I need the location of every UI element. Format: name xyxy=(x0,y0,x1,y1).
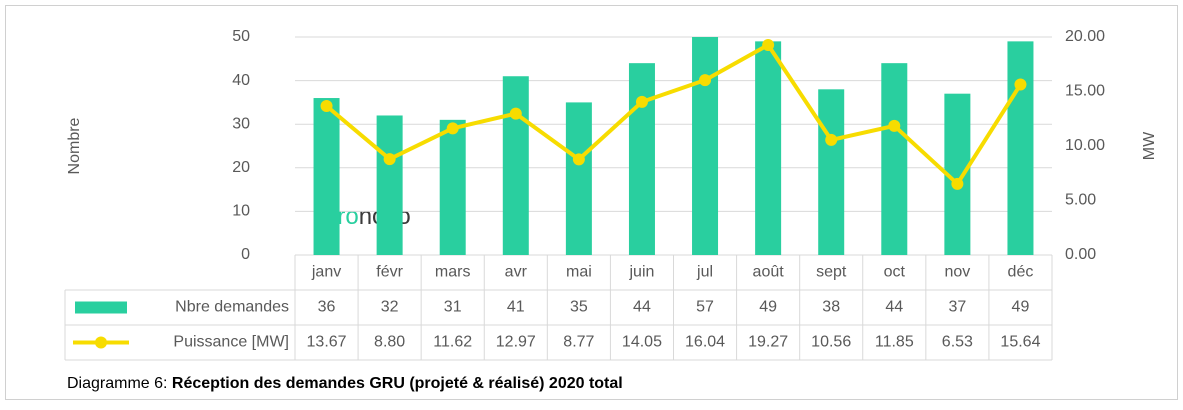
table-value: 38 xyxy=(822,299,840,316)
bar xyxy=(502,76,529,255)
line xyxy=(325,42,1023,186)
line-marker xyxy=(951,177,964,190)
table-value: 13.67 xyxy=(307,334,347,351)
y-tick-label: 50 xyxy=(232,28,250,45)
table-value: 16.04 xyxy=(685,334,725,351)
caption: Diagramme 6: Réception des demandes GRU … xyxy=(67,375,623,392)
legend-label: Puissance [MW] xyxy=(173,334,289,351)
line-marker xyxy=(1014,78,1027,91)
line-marker xyxy=(762,38,775,51)
table-value: 10.56 xyxy=(811,334,851,351)
x-tick-label: mars xyxy=(435,264,471,281)
table-value: 11.62 xyxy=(433,334,472,351)
line-marker xyxy=(635,95,648,108)
y-tick-label: 40 xyxy=(232,72,250,89)
caption-prefix: Diagramme 6: xyxy=(67,375,172,392)
bar xyxy=(313,98,340,255)
line-marker xyxy=(699,74,712,87)
table-value: 49 xyxy=(759,299,777,316)
legend-label: Nbre demandes xyxy=(175,299,289,316)
x-tick-label: nov xyxy=(944,264,970,281)
table-value: 57 xyxy=(696,299,714,316)
x-tick-label: mai xyxy=(566,264,592,281)
bar xyxy=(1007,41,1034,255)
table-value: 36 xyxy=(318,299,336,316)
y2-tick-label: 0.00 xyxy=(1065,246,1096,263)
table-value: 19.27 xyxy=(748,334,788,351)
plot-area xyxy=(313,37,1034,255)
table-value: 32 xyxy=(381,299,399,316)
table-value: 15.64 xyxy=(1000,334,1040,351)
line-marker xyxy=(888,119,901,132)
table-value: 8.80 xyxy=(374,334,405,351)
line-marker xyxy=(446,122,459,135)
table-value: 44 xyxy=(633,299,651,316)
y2-tick-label: 15.00 xyxy=(1065,83,1105,100)
table-value: 35 xyxy=(570,299,588,316)
table-value: 37 xyxy=(948,299,966,316)
table-value: 41 xyxy=(507,299,525,316)
table-value: 14.05 xyxy=(622,334,662,351)
table-value: 12.97 xyxy=(496,334,536,351)
bar xyxy=(376,115,403,255)
y-tick-label: 0 xyxy=(241,246,250,263)
x-tick-label: févr xyxy=(376,264,403,281)
x-tick-label: janv xyxy=(311,264,341,281)
line-marker xyxy=(572,153,585,166)
line-marker xyxy=(825,133,838,146)
x-tick-label: avr xyxy=(505,264,528,281)
x-tick-label: oct xyxy=(884,264,906,281)
bar xyxy=(628,63,655,255)
y-tick-label: 30 xyxy=(232,115,250,132)
y2-tick-label: 20.00 xyxy=(1065,28,1105,45)
x-tick-label: déc xyxy=(1008,264,1034,281)
legend-marker xyxy=(95,336,107,349)
x-tick-label: août xyxy=(753,264,785,281)
table-value: 8.77 xyxy=(563,334,594,351)
bar xyxy=(818,89,845,255)
x-tick-label: jul xyxy=(696,264,713,281)
bar xyxy=(565,102,592,255)
bar xyxy=(439,119,466,255)
table-value: 6.53 xyxy=(942,334,973,351)
x-tick-label: sept xyxy=(816,264,847,281)
y2-tick-label: 5.00 xyxy=(1065,192,1096,209)
y2-axis-label: MW xyxy=(1141,131,1158,160)
table-value: 44 xyxy=(885,299,903,316)
caption-title: Réception des demandes GRU (projeté & ré… xyxy=(172,375,623,392)
y-tick-label: 10 xyxy=(232,203,250,220)
line-marker xyxy=(509,107,522,120)
y-tick-label: 20 xyxy=(232,159,250,176)
bar xyxy=(881,63,908,255)
legend-swatch xyxy=(75,301,127,314)
table-value: 49 xyxy=(1012,299,1030,316)
x-tick-label: juin xyxy=(629,264,655,281)
bar xyxy=(692,37,719,255)
table-value: 31 xyxy=(444,299,462,316)
y2-tick-label: 10.00 xyxy=(1065,137,1105,154)
table-value: 11.85 xyxy=(875,334,914,351)
line-marker xyxy=(320,99,333,112)
y-axis-label: Nombre xyxy=(66,117,83,174)
line-marker xyxy=(383,153,396,166)
bar xyxy=(755,41,782,255)
